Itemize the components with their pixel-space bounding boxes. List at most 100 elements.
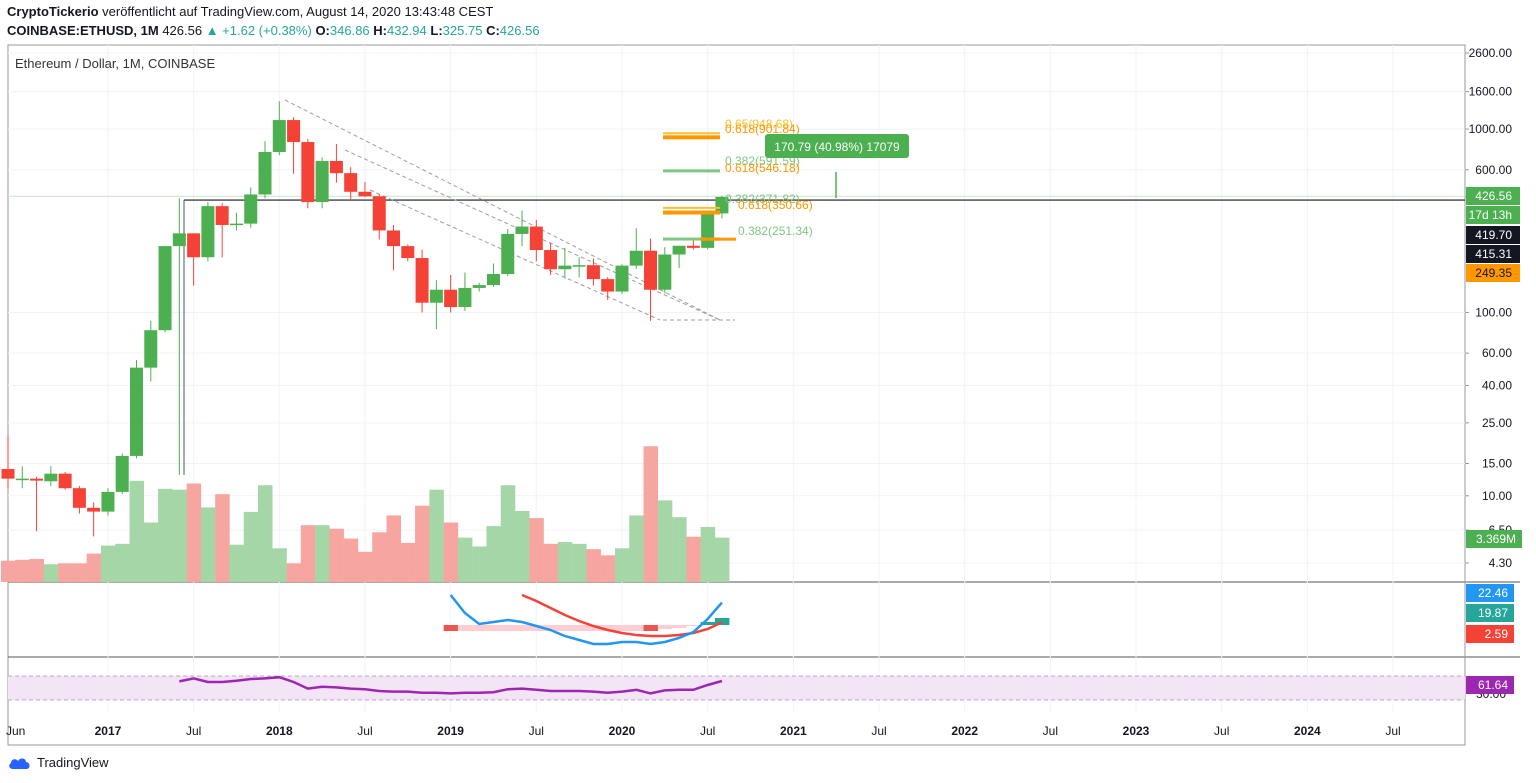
tradingview-cloud-icon xyxy=(9,757,30,769)
x-tick-label: Jul xyxy=(1214,724,1229,738)
fib-label: 0.618(901.84) xyxy=(725,122,800,136)
candle-body xyxy=(658,254,672,290)
x-tick-label: Jul xyxy=(357,724,372,738)
price-axis-tag-label: 249.35 xyxy=(1475,266,1512,280)
y-tick-label: 2600.00 xyxy=(1469,46,1513,60)
measure-box xyxy=(765,134,909,158)
y-tick-label: 4.30 xyxy=(1489,556,1513,570)
macd-histogram-bar xyxy=(657,625,673,629)
y-tick-label: 10.00 xyxy=(1482,489,1512,503)
fib-level-band xyxy=(663,210,720,215)
volume-bar xyxy=(686,536,701,582)
candle-body xyxy=(672,245,686,255)
volume-bar xyxy=(486,526,501,582)
high-label: H: xyxy=(373,23,387,38)
candle-body xyxy=(615,265,629,292)
author-name[interactable]: CryptoTickerio xyxy=(7,4,99,19)
open-value: 346.86 xyxy=(329,23,370,38)
x-tick-label: Jul xyxy=(700,724,715,738)
candle-body xyxy=(715,196,729,214)
candle-body xyxy=(115,455,129,492)
price-axis-tag xyxy=(1466,206,1520,224)
macd-histogram-bar xyxy=(700,622,716,625)
macd-axis-tag-label: 19.87 xyxy=(1478,606,1508,620)
candle-body xyxy=(529,226,543,251)
y-tick-label: 25.00 xyxy=(1482,416,1512,430)
candle-body xyxy=(15,478,29,481)
macd-histogram-bar xyxy=(572,625,587,631)
macd-histogram-bar xyxy=(586,625,601,631)
macd-histogram-bar xyxy=(529,625,544,631)
volume-bar xyxy=(586,549,601,582)
price-axis-tag xyxy=(1466,187,1520,205)
candle-body xyxy=(1,469,15,479)
volume-bar xyxy=(215,494,230,582)
x-tick-label: Jul xyxy=(1043,724,1058,738)
volume-bar xyxy=(572,543,587,582)
volume-bar xyxy=(657,500,673,582)
volume-bar xyxy=(72,563,87,582)
tradingview-label: TradingView xyxy=(37,755,109,770)
volume-bar xyxy=(158,488,173,582)
x-tick-label: 2019 xyxy=(437,724,464,738)
candle-body xyxy=(401,246,415,259)
x-tick-label: Jul xyxy=(871,724,886,738)
price-change: ▲ +1.62 (+0.38%) xyxy=(205,23,312,38)
symbol-label: COINBASE:ETHUSD, 1M xyxy=(7,23,159,38)
candle-body xyxy=(458,287,472,308)
macd-histogram-bar xyxy=(614,625,630,631)
volume-bar xyxy=(143,522,159,582)
volume-bar xyxy=(258,485,273,582)
y-tick-label: 15.00 xyxy=(1482,457,1512,471)
volume-bar xyxy=(415,505,430,582)
volume-bar xyxy=(243,511,259,582)
y-tick-label: 40.00 xyxy=(1482,378,1512,392)
candle-body xyxy=(486,274,500,286)
fib-label: 0.382(251.34) xyxy=(738,224,813,238)
trendline-lower xyxy=(369,189,661,321)
price-axis-tag xyxy=(1466,226,1520,244)
publish-line: CryptoTickerio veröffentlicht auf Tradin… xyxy=(7,4,493,19)
fib-label: 0.382(371.82) xyxy=(725,192,800,206)
candle-body xyxy=(187,233,201,258)
volume-bar xyxy=(229,544,244,582)
candle-body xyxy=(287,120,301,143)
ohlc-line: COINBASE:ETHUSD, 1M 426.56 ▲ +1.62 (+0.3… xyxy=(7,23,540,38)
fib-level-band xyxy=(663,237,720,241)
macd-histogram-bar xyxy=(600,625,616,631)
x-tick-label: 2021 xyxy=(780,724,807,738)
candle-body xyxy=(358,191,372,197)
candle-body xyxy=(686,245,700,248)
volume-bar xyxy=(186,483,202,582)
tradingview-logo[interactable]: TradingView xyxy=(8,755,109,770)
volume-bar xyxy=(343,538,359,582)
fib-level-band xyxy=(663,206,720,209)
fib-level-band xyxy=(700,237,736,241)
volume-bar xyxy=(200,507,216,582)
volume-bar xyxy=(600,555,616,582)
candle-body xyxy=(586,265,600,280)
candle-body xyxy=(87,507,101,512)
open-label: O: xyxy=(315,23,330,38)
volume-bar xyxy=(115,543,130,582)
candle-body xyxy=(601,279,615,292)
x-tick-label: 2018 xyxy=(266,724,293,738)
x-tick-label: 2023 xyxy=(1123,724,1150,738)
macd-histogram-bar xyxy=(643,625,659,631)
candle-body xyxy=(258,151,272,195)
fib-level-band xyxy=(663,169,720,173)
candle-body xyxy=(329,160,343,174)
fib-level-band xyxy=(663,135,720,140)
volume-bar xyxy=(300,525,316,582)
close-label: C: xyxy=(486,23,500,38)
volume-axis-tag-label: 3.369M xyxy=(1476,532,1516,546)
x-tick-label: 2020 xyxy=(609,724,636,738)
rsi-axis-tag xyxy=(1466,676,1514,694)
candle-body xyxy=(229,223,243,226)
volume-bar xyxy=(529,518,544,582)
low-label: L: xyxy=(430,23,443,38)
macd-histogram-bar xyxy=(672,625,687,628)
candle-body xyxy=(301,142,315,203)
volume-bar xyxy=(286,563,302,582)
volume-bar xyxy=(272,548,287,582)
